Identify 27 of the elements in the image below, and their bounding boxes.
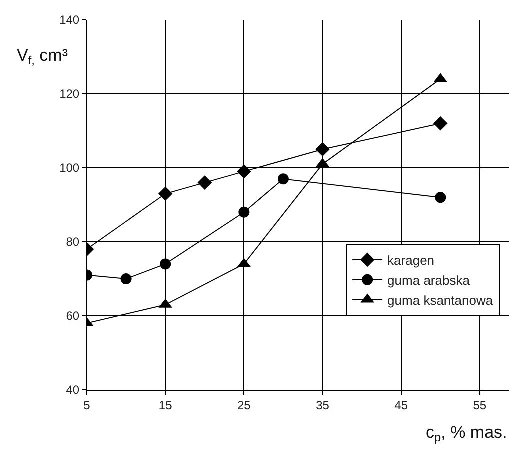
y-axis-title: V$_{f,}$ cm³	[17, 46, 68, 68]
x-tick-label: 45	[394, 398, 408, 412]
point	[237, 164, 252, 179]
point	[158, 186, 173, 202]
x-axis-title: c$_{p}$, % mas.	[426, 423, 508, 445]
legend-label: karagen	[388, 253, 435, 268]
legend-label: guma arabska	[388, 272, 471, 288]
x-tick-label: 5	[84, 398, 91, 412]
x-tick-label: 55	[473, 398, 487, 412]
point	[316, 142, 330, 157]
point	[278, 174, 289, 185]
x-tick-label: 25	[237, 398, 252, 412]
y-tick-label: 120	[60, 87, 80, 102]
point	[433, 116, 448, 131]
x-tick-label: 15	[158, 398, 173, 412]
x-tick-label: 35	[316, 398, 330, 412]
point	[120, 274, 132, 284]
point	[160, 258, 172, 270]
point	[238, 206, 250, 218]
y-tick-label: 100	[60, 161, 80, 176]
point	[198, 176, 212, 190]
y-tick-label: 140	[60, 13, 80, 28]
point	[435, 192, 446, 204]
y-tick-label: 40	[66, 383, 80, 398]
legend-label: guma ksantanowa	[388, 292, 494, 308]
y-tick-label: 60	[66, 309, 80, 324]
y-tick-label: 80	[66, 235, 80, 250]
